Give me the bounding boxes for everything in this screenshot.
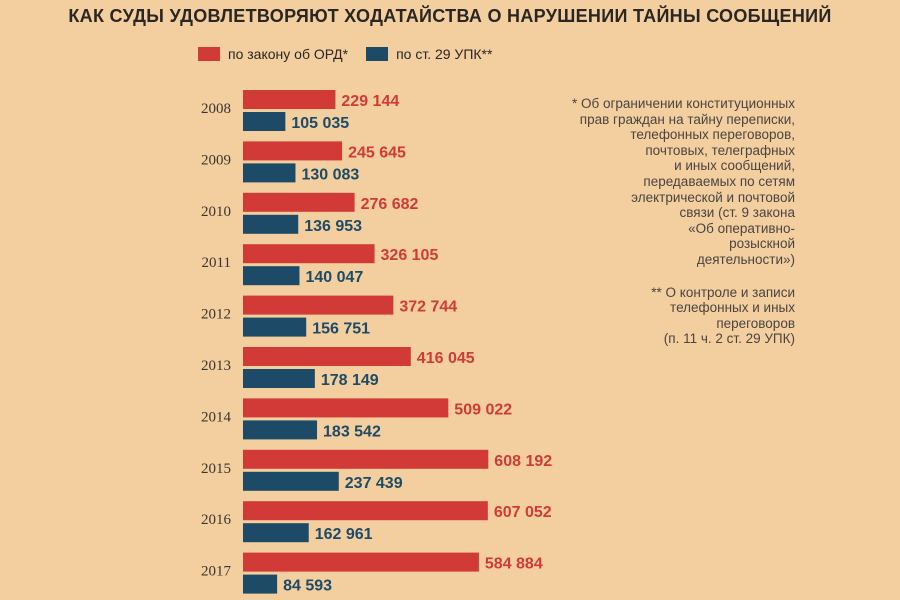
- bar-ord-2011: [243, 244, 375, 264]
- bar-ord-2012: [243, 295, 394, 315]
- value-label-upk-2010: 136 953: [304, 218, 362, 235]
- value-label-ord-2009: 245 645: [348, 144, 406, 161]
- bar-upk-2016: [243, 523, 309, 543]
- footnote-upk: ** О контроле и записи телефонных и иных…: [651, 284, 795, 347]
- legend-item-ord: по закону об ОРД*: [198, 46, 348, 62]
- value-label-upk-2017: 84 593: [283, 578, 332, 595]
- bar-upk-2013: [243, 369, 315, 388]
- value-label-upk-2009: 130 083: [301, 166, 359, 183]
- bar-ord-2015: [243, 449, 489, 469]
- bar-ord-2016: [243, 501, 488, 521]
- bar-ord-2017: [243, 552, 479, 572]
- bar-upk-2017: [243, 574, 278, 594]
- value-label-upk-2016: 162 961: [315, 526, 373, 543]
- year-label-2009: 2009: [201, 152, 231, 168]
- year-label-2015: 2015: [201, 461, 231, 477]
- bar-upk-2015: [243, 471, 339, 491]
- value-label-ord-2014: 509 022: [454, 401, 512, 418]
- value-label-ord-2010: 276 682: [361, 196, 419, 213]
- legend-swatch-ord: [198, 47, 220, 61]
- year-label-2011: 2011: [202, 255, 231, 271]
- bar-upk-2012: [243, 317, 307, 337]
- year-label-2012: 2012: [201, 307, 231, 323]
- bar-ord-2013: [243, 347, 411, 366]
- year-label-2017: 2017: [201, 564, 232, 580]
- value-label-upk-2015: 237 439: [345, 475, 403, 492]
- bar-upk-2014: [243, 420, 318, 440]
- bar-ord-2010: [243, 192, 355, 212]
- value-label-upk-2008: 105 035: [291, 115, 349, 132]
- legend-label-upk: по ст. 29 УПК**: [396, 46, 493, 62]
- legend-label-ord: по закону об ОРД*: [228, 46, 349, 62]
- value-label-upk-2011: 140 047: [305, 269, 363, 286]
- legend-item-upk: по ст. 29 УПК**: [366, 46, 492, 62]
- value-label-upk-2012: 156 751: [312, 321, 370, 338]
- year-label-2016: 2016: [201, 512, 232, 528]
- value-label-ord-2011: 326 105: [381, 247, 439, 264]
- footnote-ord: * Об ограничении конституционных прав гр…: [572, 96, 795, 267]
- value-label-upk-2013: 178 149: [321, 372, 379, 389]
- year-label-2014: 2014: [201, 409, 232, 425]
- legend-swatch-upk: [366, 47, 389, 61]
- year-label-2013: 2013: [201, 358, 231, 374]
- legend: по закону об ОРД* по ст. 29 УПК**: [198, 46, 510, 62]
- bar-upk-2011: [243, 266, 300, 286]
- bar-ord-2014: [243, 398, 449, 418]
- bar-upk-2009: [243, 163, 296, 183]
- bar-upk-2008: [243, 112, 286, 131]
- bar-ord-2008: [243, 90, 336, 109]
- footnotes: * Об ограничении конституционных прав гр…: [560, 96, 795, 347]
- value-label-ord-2012: 372 744: [399, 299, 457, 316]
- bar-ord-2009: [243, 141, 343, 161]
- value-label-ord-2008: 229 144: [341, 93, 399, 110]
- value-label-ord-2016: 607 052: [494, 504, 552, 521]
- bar-upk-2010: [243, 214, 299, 234]
- value-label-ord-2015: 608 192: [494, 453, 552, 470]
- value-label-upk-2014: 183 542: [323, 423, 381, 440]
- value-label-ord-2017: 584 884: [485, 556, 543, 573]
- year-label-2008: 2008: [201, 101, 231, 117]
- year-label-2010: 2010: [201, 204, 231, 220]
- value-label-ord-2013: 416 045: [417, 350, 475, 367]
- chart-title: КАК СУДЫ УДОВЛЕТВОРЯЮТ ХОДАТАЙСТВА О НАР…: [68, 6, 832, 26]
